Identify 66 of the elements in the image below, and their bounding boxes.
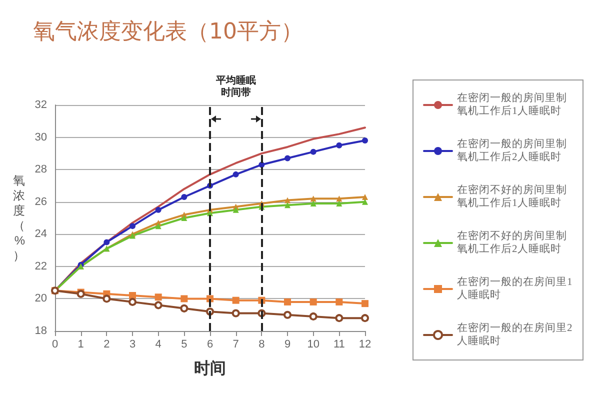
point	[336, 298, 343, 306]
point	[130, 223, 136, 230]
x-tick-label: 5	[181, 338, 188, 350]
point	[180, 304, 188, 312]
point	[284, 298, 291, 306]
point	[232, 296, 240, 304]
point	[129, 292, 136, 299]
point	[362, 300, 368, 308]
point	[284, 310, 292, 319]
x-tick-label: 3	[129, 338, 136, 350]
x-tick-label: 6	[206, 338, 214, 350]
point	[361, 314, 369, 322]
point	[362, 138, 368, 144]
point	[154, 294, 162, 301]
point	[309, 312, 318, 320]
y-tick-label: 22	[34, 260, 47, 272]
y-tick-label: 18	[34, 325, 47, 337]
y-tick-label: 28	[34, 164, 47, 176]
point	[104, 239, 110, 246]
x-tick-label: 11	[333, 338, 345, 350]
point	[181, 194, 188, 200]
point	[336, 200, 342, 206]
y-tick-label: 30	[34, 131, 47, 144]
point	[155, 223, 162, 230]
point	[335, 314, 344, 322]
x-tick-label: 1	[78, 338, 84, 350]
point	[102, 294, 111, 303]
text: 平均睡眠时间带	[214, 74, 256, 98]
x-tick-label: 4	[155, 338, 162, 350]
x-tick-label: 9	[284, 338, 291, 350]
y-axis-title: 氧浓度（%）	[13, 174, 26, 262]
point	[232, 206, 239, 213]
point	[284, 155, 290, 162]
legend-label: 在密闭不好的房间里制氧机工作后1人睡眠时	[457, 183, 567, 209]
x-axis-title: 时间	[194, 360, 226, 378]
y-tick-label: 32	[34, 99, 47, 111]
point	[310, 298, 317, 306]
legend-label: 在密闭一般的房间里制氧机工作后1人睡眠时	[457, 91, 567, 117]
point	[232, 309, 240, 318]
point	[336, 142, 342, 148]
point	[232, 171, 239, 178]
legend-label: 在密闭一般的在房间里1人睡眠时	[457, 275, 572, 301]
point	[284, 202, 290, 208]
point	[128, 298, 136, 306]
point	[362, 198, 368, 205]
y-tick-label: 24	[34, 228, 47, 240]
x-tick-label: 0	[52, 338, 58, 350]
y-tick-label: 26	[34, 196, 47, 208]
legend-label: 在密闭一般的房间里制氧机工作后2人睡眠时	[457, 137, 567, 163]
point	[284, 197, 290, 204]
point	[362, 194, 368, 200]
y-tick-label: 20	[34, 292, 47, 305]
point	[310, 148, 316, 155]
chart-title: 氧气浓度变化表（10平方）	[33, 20, 303, 44]
point	[310, 200, 316, 206]
legend-label: 在密闭一般的在房间里2人睡眠时	[457, 321, 572, 347]
x-tick-label: 8	[258, 338, 265, 350]
point	[180, 295, 188, 302]
x-tick-label: 2	[104, 338, 110, 350]
x-tick-label: 7	[232, 338, 239, 350]
point	[155, 206, 162, 213]
point	[181, 215, 188, 221]
legend-label: 在密闭不好的房间里制氧机工作后2人睡眠时	[457, 229, 567, 255]
x-tick-label: 12	[358, 338, 372, 350]
x-tick-label: 10	[307, 338, 320, 350]
point	[154, 301, 162, 310]
